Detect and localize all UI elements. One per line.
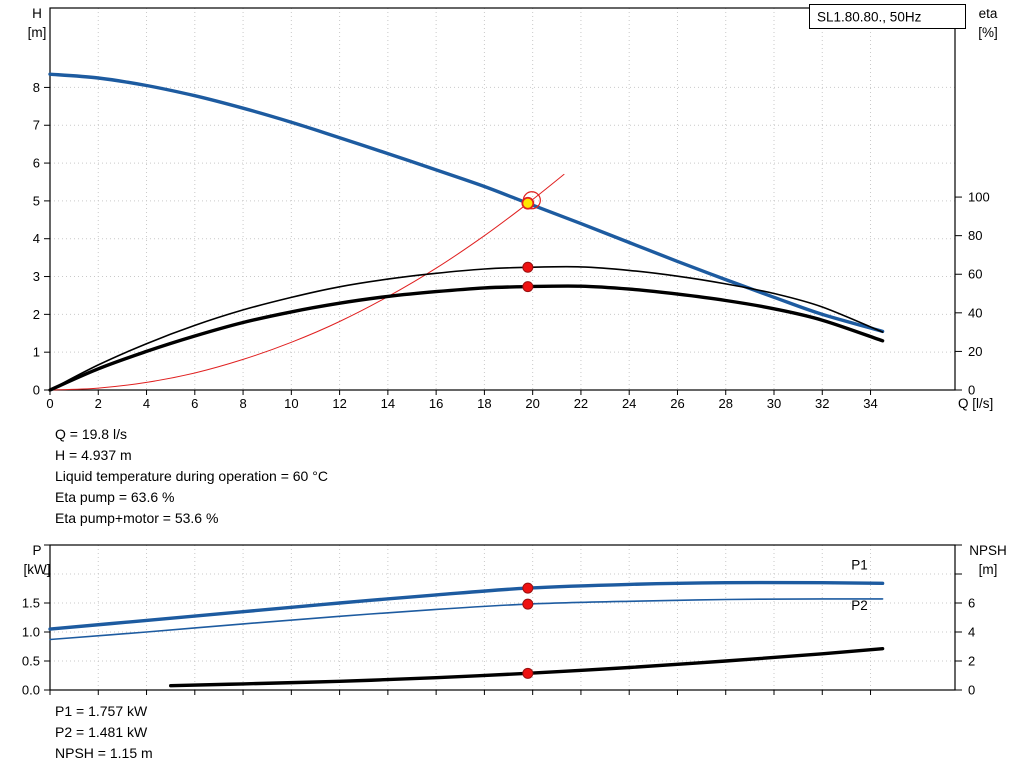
x-tick-label: 0 <box>46 396 53 411</box>
operating-point-dot <box>522 261 534 273</box>
eta-pump-motor-curve <box>48 284 885 392</box>
y-left-tick-label: 0 <box>33 383 40 398</box>
info-line-npsh: NPSH = 1.15 m <box>55 745 153 761</box>
y-left-tick-label: 2 <box>33 307 40 322</box>
x-tick-label: 26 <box>670 396 684 411</box>
y-right-tick-label: 20 <box>968 344 982 359</box>
plot-frame <box>49 7 956 391</box>
y-right-tick-label: 0 <box>968 383 975 398</box>
info-line-h: H = 4.937 m <box>55 447 132 463</box>
x-tick-label: 18 <box>477 396 491 411</box>
operating-point-dot <box>522 281 534 293</box>
x-tick-label: 34 <box>863 396 877 411</box>
y-left-axis-title: P <box>32 543 41 558</box>
y-left-tick-label: 1.5 <box>22 596 40 611</box>
p2-curve <box>49 598 884 641</box>
y-left-tick-label: 7 <box>33 118 40 133</box>
y-right-tick-label: 0 <box>968 683 975 698</box>
x-tick-label: 10 <box>284 396 298 411</box>
operating-point-dot <box>522 598 534 610</box>
info-line-eta-pump-motor: Eta pump+motor = 53.6 % <box>55 510 219 526</box>
npsh-curve <box>169 647 885 688</box>
duty-info-block: Q = 19.8 l/s H = 4.937 m Liquid temperat… <box>55 424 328 529</box>
x-tick-label: 8 <box>239 396 246 411</box>
y-right-axis-unit: [m] <box>979 562 998 577</box>
duty-point[interactable] <box>521 196 535 210</box>
x-tick-label: 20 <box>525 396 539 411</box>
pump-designation-box <box>809 4 966 29</box>
x-tick-label: 12 <box>332 396 346 411</box>
y-left-tick-label: 1.0 <box>22 625 40 640</box>
y-right-tick-label: 40 <box>968 305 982 320</box>
y-left-tick-label: 5 <box>33 193 40 208</box>
power-npsh-chart: 0.0 0.5 1.0 1.5 0 2 4 6 P [kW] NPSH [m] P1 P2 <box>22 543 1007 698</box>
y-right-tick-label: 100 <box>968 190 990 205</box>
x-tick-label: 22 <box>574 396 588 411</box>
series-label-p2: P2 <box>851 598 868 613</box>
y-left-axis-unit: [kW] <box>24 562 51 577</box>
hq-eta-chart[interactable]: 0 2 4 6 8 10 12 14 16 18 20 22 24 26 28 30 32 34012345678… <box>0 0 1024 420</box>
pump-designation: SL1.80.80., 50Hz <box>817 10 922 25</box>
info-line-eta-pump: Eta pump = 63.6 % <box>55 489 175 505</box>
y-right-axis-unit: [%] <box>978 25 998 40</box>
y-left-tick-label: 3 <box>33 269 40 284</box>
plot-frame <box>49 544 956 691</box>
p1-curve <box>48 580 885 631</box>
x-axis-title: Q [l/s] <box>958 396 993 411</box>
x-tick-label: 6 <box>191 396 198 411</box>
y-right-tick-label: 4 <box>968 625 975 640</box>
y-right-tick-label: 2 <box>968 654 975 669</box>
operating-point-dot <box>522 582 534 594</box>
power-info-block: P1 = 1.757 kW P2 = 1.481 kW NPSH = 1.15 … <box>55 701 153 764</box>
x-tick-label: 28 <box>718 396 732 411</box>
pump-hq-curve <box>48 72 885 334</box>
y-right-tick-label: 80 <box>968 228 982 243</box>
y-left-axis-unit: [m] <box>28 25 47 40</box>
x-tick-label: 2 <box>95 396 102 411</box>
x-tick-label: 24 <box>622 396 636 411</box>
system-curve <box>49 173 565 391</box>
x-tick-label: 30 <box>767 396 781 411</box>
operating-point-dot <box>522 667 534 679</box>
y-right-axis-title: eta <box>979 6 998 21</box>
info-line-p2: P2 = 1.481 kW <box>55 724 148 740</box>
info-line-q: Q = 19.8 l/s <box>55 426 127 442</box>
y-left-tick-label: 8 <box>33 80 40 95</box>
x-tick-label: 32 <box>815 396 829 411</box>
x-tick-label: 14 <box>381 396 395 411</box>
y-left-tick-label: 0.0 <box>22 683 40 698</box>
x-tick-label: 4 <box>143 396 150 411</box>
x-tick-label: 16 <box>429 396 443 411</box>
series-label-p1: P1 <box>851 557 868 572</box>
y-left-tick-label: 4 <box>33 231 40 246</box>
y-left-axis-title: H <box>32 6 42 21</box>
eta-pump-curve <box>49 265 884 391</box>
y-left-tick-label: 1 <box>33 345 40 360</box>
y-right-tick-label: 60 <box>968 267 982 282</box>
y-left-tick-label: 0.5 <box>22 654 40 669</box>
info-line-liquid-temp: Liquid temperature during operation = 60… <box>55 468 328 484</box>
y-right-tick-label: 6 <box>968 596 975 611</box>
y-left-tick-label: 6 <box>33 156 40 171</box>
y-right-axis-title: NPSH <box>969 543 1007 558</box>
info-line-p1: P1 = 1.757 kW <box>55 703 148 719</box>
